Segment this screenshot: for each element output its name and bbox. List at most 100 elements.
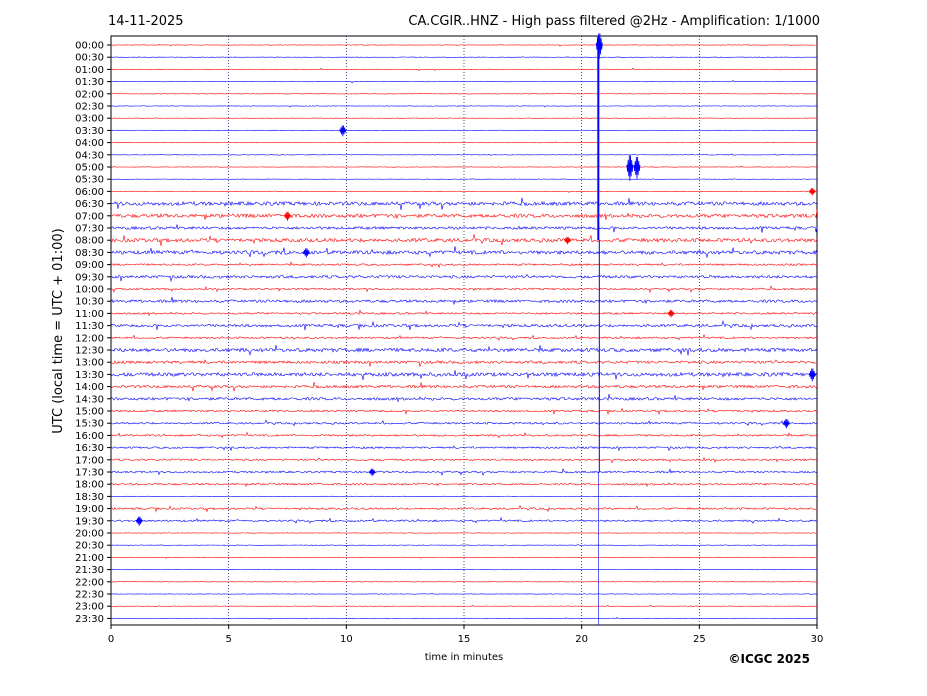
y-tick-label: 23:30 [75,614,104,625]
event-spike [667,310,675,318]
y-tick-label: 07:00 [75,211,104,222]
y-tick-label: 14:30 [75,394,104,405]
trace-0630 [110,197,818,210]
trace-1530 [110,419,818,427]
y-tick-label: 15:30 [75,419,104,430]
event-spike [633,156,641,180]
y-tick-label: 17:30 [75,468,104,479]
y-tick-label: 12:30 [75,346,104,357]
trace-0230 [110,105,818,108]
y-tick-label: 16:00 [75,431,104,442]
x-axis-label: time in minutes [425,652,504,663]
trace-2330 [110,617,818,620]
y-tick-label: 21:00 [75,553,104,564]
trace-0200 [110,92,818,95]
y-tick-label: 10:00 [75,285,104,296]
trace-2030 [110,544,818,546]
y-tick-label: 11:30 [75,321,104,332]
trace-0930 [110,274,818,283]
x-tick-label: 15 [458,634,471,645]
trace-2200 [110,581,818,583]
trace-1130 [110,320,818,331]
y-tick-label: 16:30 [75,443,104,454]
y-tick-label: 02:00 [75,89,104,100]
event-spike [284,211,291,221]
x-tick-label: 10 [340,634,353,645]
x-tick-label: 25 [693,634,706,645]
x-tick-label: 5 [225,634,231,645]
y-tick-label: 00:30 [75,53,104,64]
y-tick-label: 08:00 [75,236,104,247]
trace-0830 [110,246,818,259]
y-tick-label: 14:00 [75,382,104,393]
trace-0800 [110,234,818,247]
trace-1930 [110,516,818,524]
trace-0600 [110,190,818,193]
trace-1500 [110,407,818,415]
y-tick-label: 03:30 [75,126,104,137]
event-spike [564,236,571,245]
trace-1200 [110,333,818,341]
trace-2130 [110,568,818,571]
y-tick-label: 13:00 [75,358,104,369]
trace-0430 [110,153,818,156]
event-spike [626,155,634,182]
y-tick-label: 15:00 [75,407,104,418]
y-tick-label: 19:30 [75,516,104,527]
trace-1100 [110,309,818,317]
trace-1830 [110,495,818,497]
event-spike [302,248,310,258]
y-tick-label: 20:30 [75,541,104,552]
trace-1300 [110,359,818,368]
y-tick-label: 19:00 [75,504,104,515]
y-tick-label: 01:00 [75,65,104,76]
trace-0730 [110,224,818,233]
event-spike [595,33,603,60]
y-tick-label: 09:00 [75,260,104,271]
trace-1600 [110,431,818,439]
y-tick-label: 10:30 [75,297,104,308]
event-spike [808,368,816,382]
y-tick-label: 04:30 [75,150,104,161]
trace-1000 [110,285,818,294]
trace-0000 [110,43,818,47]
y-tick-label: 08:30 [75,248,104,259]
y-tick-label: 00:00 [75,41,104,52]
trace-0300 [110,117,818,119]
x-tick-label: 20 [575,634,588,645]
y-tick-label: 23:00 [75,602,104,613]
y-tick-label: 02:30 [75,102,104,113]
trace-2300 [110,604,818,608]
event-spike [368,468,376,477]
y-tick-label: 03:00 [75,114,104,125]
y-tick-label: 06:00 [75,187,104,198]
y-tick-label: 12:00 [75,333,104,344]
trace-1630 [110,445,818,452]
trace-1030 [110,297,818,306]
event-spike [808,188,816,196]
y-tick-label: 11:00 [75,309,104,320]
trace-1330 [110,370,818,381]
trace-0100 [110,67,818,72]
y-tick-label: 09:30 [75,272,104,283]
trace-2230 [110,592,818,595]
event-spike [339,125,347,137]
trace-0400 [110,141,818,144]
trace-1900 [110,504,818,513]
y-tick-label: 21:30 [75,565,104,576]
trace-2000 [110,531,818,534]
y-axis-label: UTC (local time = UTC + 01:00) [51,228,66,433]
trace-1400 [110,382,818,392]
x-tick-label: 30 [811,634,824,645]
date-label: 14-11-2025 [108,14,184,29]
trace-1800 [110,482,818,488]
trace-0530 [110,178,818,180]
y-tick-label: 22:00 [75,577,104,588]
chart-title: CA.CGIR..HNZ - High pass filtered @2Hz -… [408,14,820,29]
trace-0030 [110,56,818,59]
y-tick-label: 13:30 [75,370,104,381]
y-tick-label: 20:00 [75,529,104,540]
y-tick-label: 06:30 [75,199,104,210]
y-tick-label: 18:00 [75,480,104,491]
